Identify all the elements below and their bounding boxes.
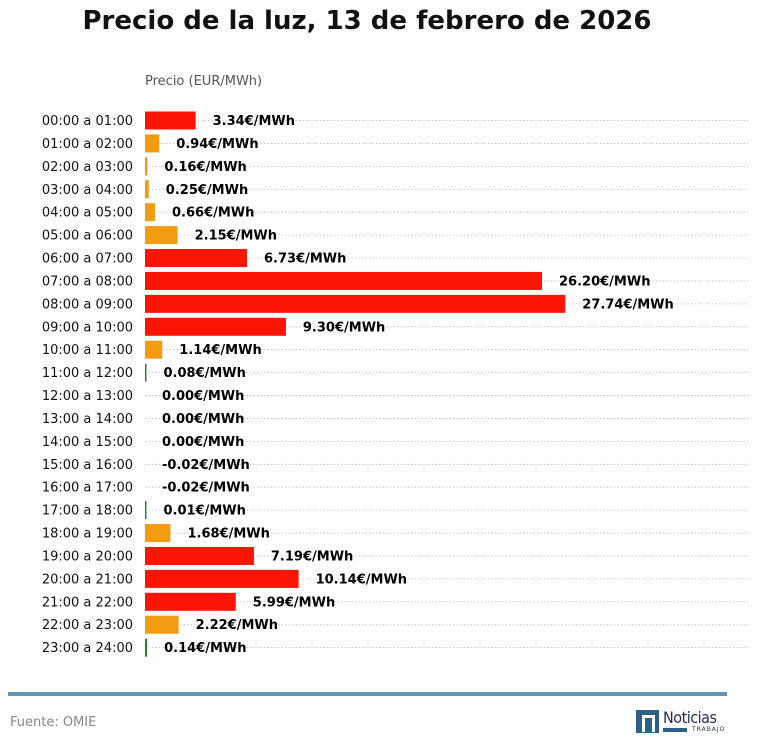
bar-9 <box>145 317 286 336</box>
category-label: 16:00 a 17:00 <box>42 481 133 496</box>
data-label: 0.94€/MWh <box>176 137 258 152</box>
data-label: 9.30€/MWh <box>303 320 385 335</box>
category-label: 06:00 a 07:00 <box>42 252 133 267</box>
category-label: 00:00 a 01:00 <box>42 114 133 129</box>
data-label: 6.73€/MWh <box>264 252 346 267</box>
category-label: 21:00 a 22:00 <box>42 595 133 610</box>
data-label: 26.20€/MWh <box>559 274 650 289</box>
category-label: 22:00 a 23:00 <box>42 618 133 633</box>
chart-title: Precio de la luz, 13 de febrero de 2026 <box>82 6 652 36</box>
category-label: 19:00 a 20:00 <box>42 549 133 564</box>
price-bar-chart: 00:00 a 01:00 3.34€/MWh 01:00 a 02:00 0.94€… <box>42 111 748 657</box>
data-label: 0.25€/MWh <box>166 183 248 198</box>
data-label: 5.99€/MWh <box>253 595 335 610</box>
data-label: 0.14€/MWh <box>164 641 246 656</box>
bar-10 <box>145 340 163 359</box>
category-label: 03:00 a 04:00 <box>42 183 133 198</box>
category-label: 14:00 a 15:00 <box>42 435 133 450</box>
bar-18 <box>145 524 171 543</box>
data-label: 0.00€/MWh <box>162 435 244 450</box>
bar-23 <box>145 638 148 657</box>
data-label: 3.34€/MWh <box>213 114 295 129</box>
data-label: 1.68€/MWh <box>188 527 270 542</box>
bar-1 <box>145 134 160 153</box>
bar-11 <box>145 363 147 382</box>
category-label: 18:00 a 19:00 <box>42 527 133 542</box>
category-label: 02:00 a 03:00 <box>42 160 133 175</box>
bar-22 <box>145 615 179 634</box>
data-label: 27.74€/MWh <box>582 297 673 312</box>
logo-subtext: TRABAJO <box>692 726 726 733</box>
bar-7 <box>145 271 542 290</box>
category-label: 13:00 a 14:00 <box>42 412 133 427</box>
data-label: 1.14€/MWh <box>179 343 261 358</box>
bar-2 <box>145 157 148 176</box>
category-label: 17:00 a 18:00 <box>42 504 133 519</box>
data-label: -0.02€/MWh <box>162 481 250 496</box>
footer-divider <box>8 692 727 696</box>
category-label: 08:00 a 09:00 <box>42 297 133 312</box>
data-label: 0.08€/MWh <box>164 366 246 381</box>
data-label: 10.14€/MWh <box>316 572 407 587</box>
category-label: 09:00 a 10:00 <box>42 320 133 335</box>
bar-5 <box>145 226 178 245</box>
data-label: 7.19€/MWh <box>271 549 353 564</box>
data-label: 2.22€/MWh <box>196 618 278 633</box>
bar-6 <box>145 249 247 268</box>
category-label: 23:00 a 24:00 <box>42 641 133 656</box>
bar-4 <box>145 203 155 222</box>
category-label: 10:00 a 11:00 <box>42 343 133 358</box>
labels: 00:00 a 01:00 3.34€/MWh 01:00 a 02:00 0.94€… <box>42 114 674 656</box>
bar-3 <box>145 180 149 199</box>
data-label: 0.00€/MWh <box>162 389 244 404</box>
category-label: 20:00 a 21:00 <box>42 572 133 587</box>
bars <box>145 111 566 657</box>
category-label: 04:00 a 05:00 <box>42 206 133 221</box>
category-label: 12:00 a 13:00 <box>42 389 133 404</box>
logo-underline <box>663 728 687 732</box>
category-label: 01:00 a 02:00 <box>42 137 133 152</box>
logo-wordmark: Noticias <box>663 708 717 727</box>
noticias-trabajo-logo: Noticias TRABAJO <box>636 708 736 735</box>
bar-0 <box>145 111 196 130</box>
category-label: 11:00 a 12:00 <box>42 366 133 381</box>
category-label: 15:00 a 16:00 <box>42 458 133 473</box>
bar-17 <box>145 501 147 520</box>
data-label: 0.66€/MWh <box>172 206 254 221</box>
y-axis-label: Precio (EUR/MWh) <box>145 74 263 89</box>
data-label: -0.02€/MWh <box>162 458 250 473</box>
data-label: 0.00€/MWh <box>162 412 244 427</box>
bar-19 <box>145 546 254 565</box>
data-label: 2.15€/MWh <box>195 229 277 244</box>
grid-lines <box>145 120 748 649</box>
data-label: 0.01€/MWh <box>164 504 246 519</box>
bar-8 <box>145 294 566 313</box>
category-label: 05:00 a 06:00 <box>42 229 133 244</box>
data-label: 0.16€/MWh <box>164 160 246 175</box>
bar-20 <box>145 569 299 588</box>
logo-mark-icon <box>636 710 659 733</box>
bar-21 <box>145 592 236 611</box>
category-label: 07:00 a 08:00 <box>42 274 133 289</box>
source-note: Fuente: OMIE <box>10 715 97 730</box>
